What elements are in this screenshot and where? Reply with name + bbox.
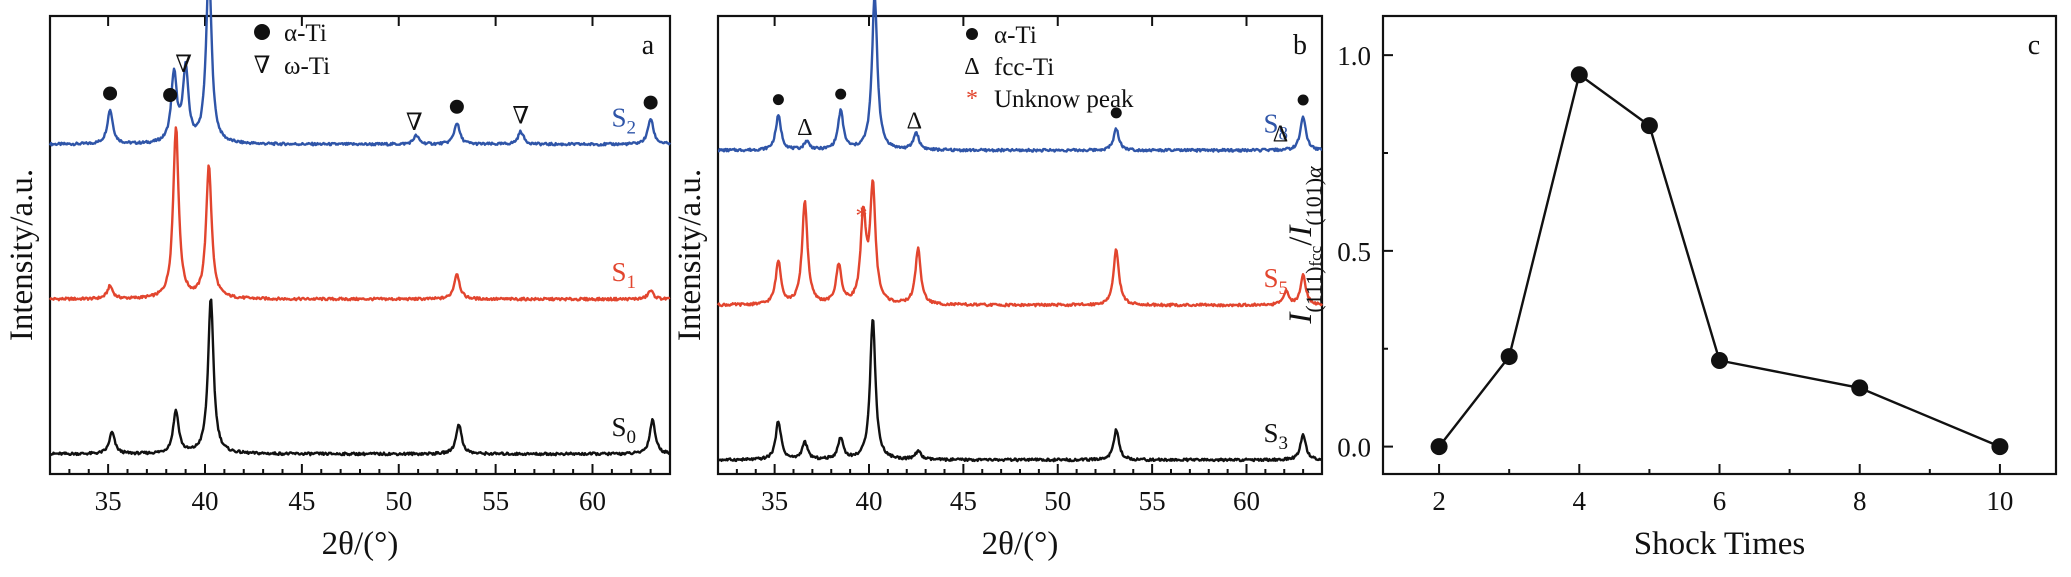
x-tick-label: 50 (1044, 486, 1071, 516)
plot-frame (1381, 14, 2058, 476)
legend-unknown-peak-icon: * (966, 86, 978, 112)
x-axis-label: Shock Times (1634, 526, 1805, 562)
x-tick-label: 10 (1986, 486, 2013, 516)
legend-omega-ti-icon: ∇ (254, 53, 271, 79)
fcc-ti-marker: Δ (1273, 122, 1288, 148)
fcc-ti-marker: Δ (907, 109, 922, 135)
omega-ti-marker: ∇ (406, 110, 423, 136)
series-label-S8: S8 (1263, 108, 1288, 144)
panel-letter: a (642, 30, 655, 61)
ratio-data-point (1430, 438, 1448, 456)
legend-fcc-ti-icon: Δ (964, 54, 979, 80)
x-tick-label: 35 (95, 486, 122, 516)
x-axis-label: 2θ/(°) (322, 526, 399, 562)
legend-label: α-Ti (994, 22, 1037, 49)
ratio-data-point (1500, 348, 1518, 366)
alpha-ti-marker (163, 88, 178, 103)
alpha-ti-marker (643, 95, 658, 110)
series-label-S3: S3 (1263, 418, 1288, 454)
omega-ti-marker: ∇ (512, 103, 529, 129)
legend-label: α-Ti (284, 20, 327, 47)
panel-letter: c (2028, 30, 2040, 61)
series-S3-curve (716, 319, 1323, 463)
alpha-ti-marker (1297, 94, 1309, 106)
y-tick-label: 0.5 (1337, 237, 1371, 267)
ratio-data-point (1991, 438, 2009, 456)
x-tick-label: 55 (482, 486, 509, 516)
x-tick-label: 45 (288, 486, 315, 516)
alpha-ti-marker (1110, 107, 1122, 119)
x-tick-label: 4 (1573, 486, 1587, 516)
ratio-data-point (1640, 117, 1658, 135)
x-tick-label: 60 (1233, 486, 1260, 516)
y-axis-label: Intensity/a.u. (4, 169, 40, 341)
x-tick-label: 50 (385, 486, 412, 516)
unknown-peak-marker: * (855, 203, 867, 229)
x-tick-label: 40 (192, 486, 219, 516)
y-tick-label: 1.0 (1337, 41, 1371, 71)
x-tick-label: 40 (856, 486, 883, 516)
legend-label: Unknow peak (994, 86, 1134, 113)
x-tick-label: 8 (1853, 486, 1867, 516)
series-label-S0: S0 (611, 412, 636, 448)
y-axis-label: Intensity/a.u. (672, 169, 708, 341)
panel-a: 35 40 45 50 55 60 2θ/(°) Intensity/a.u. a S2 S1 S0 ∇… (4, 0, 672, 562)
series-S8-curve (717, 0, 1323, 153)
legend-alpha-ti-icon (254, 24, 270, 40)
series-label-S5: S5 (1263, 263, 1288, 299)
ratio-line (1438, 72, 2001, 448)
x-axis-label: 2θ/(°) (982, 526, 1059, 562)
panel-c: 2 4 6 8 10 0.0 0.5 1.0 Shock Times I(111)fcc/I(10… (1283, 14, 2058, 562)
ratio-data-point (1570, 66, 1588, 84)
plot-frame (48, 14, 672, 476)
panel-letter: b (1293, 30, 1307, 61)
omega-ti-marker: ∇ (175, 52, 192, 78)
x-tick-label: 6 (1713, 486, 1727, 516)
legend-alpha-ti-icon (966, 28, 978, 40)
x-tick-label: 60 (579, 486, 606, 516)
alpha-ti-marker (103, 86, 118, 101)
series-label-S2: S2 (611, 102, 636, 138)
y-tick-label: 0.0 (1337, 433, 1371, 463)
y-axis-label: I(111)fcc/I(101)α (1283, 166, 1326, 325)
alpha-ti-marker (835, 88, 847, 100)
series-label-S1: S1 (611, 257, 636, 293)
x-tick-label: 45 (950, 486, 977, 516)
fcc-ti-marker: Δ (797, 115, 812, 141)
panel-b: 35 40 45 50 55 60 2θ/(°) Intensity/a.u. b S8 S5 S3 Δ… (672, 0, 1324, 562)
x-tick-label: 2 (1432, 486, 1446, 516)
x-tick-label: 55 (1139, 486, 1166, 516)
legend-label: fcc-Ti (994, 54, 1054, 81)
series-S1-curve (48, 126, 671, 302)
ratio-data-point (1711, 351, 1728, 369)
series-S5-curve (716, 179, 1324, 308)
legend-label: ω-Ti (284, 53, 330, 80)
x-tick-label: 35 (761, 486, 788, 516)
ratio-data-point (1851, 379, 1869, 397)
alpha-ti-marker (449, 99, 464, 114)
series-S0-curve (49, 298, 671, 457)
alpha-ti-marker (772, 94, 784, 106)
series-S2-curve (48, 0, 672, 147)
